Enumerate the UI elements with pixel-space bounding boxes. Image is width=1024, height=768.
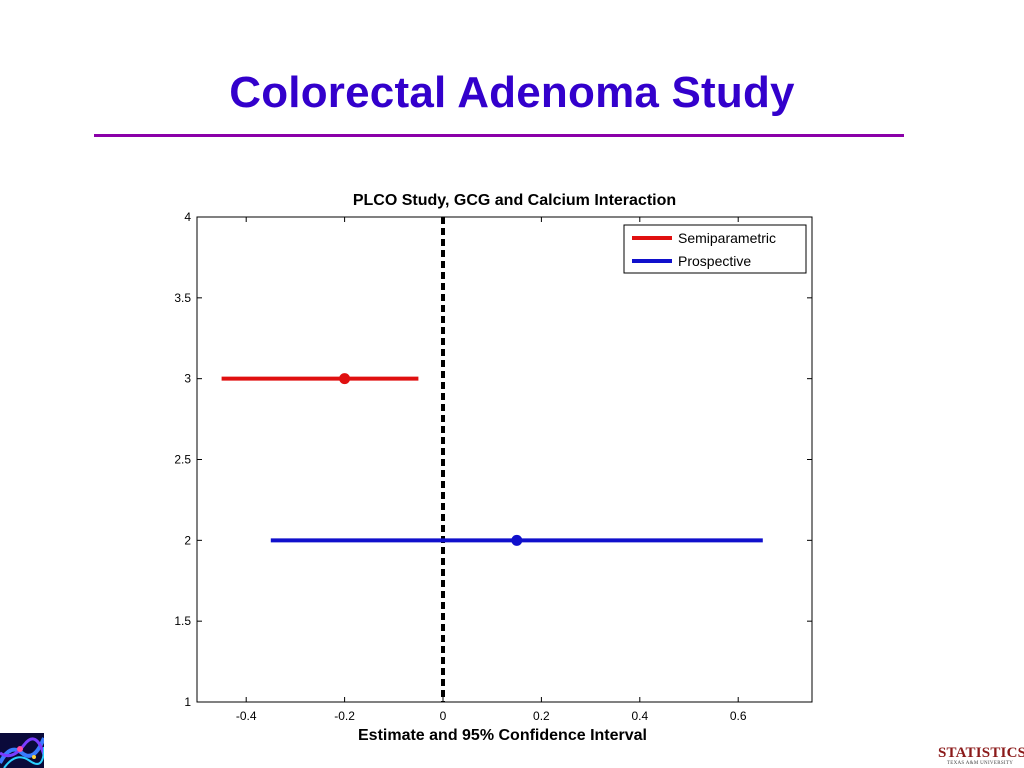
y-tick-label: 4 (184, 210, 191, 224)
x-axis-label: Estimate and 95% Confidence Interval (358, 727, 647, 744)
y-tick-label: 3 (184, 372, 191, 386)
y-tick-label: 1.5 (174, 614, 191, 628)
estimate-point-prospective (511, 534, 523, 546)
chart-title: PLCO Study, GCG and Calcium Interaction (353, 192, 676, 209)
estimate-point-semiparametric (339, 373, 351, 385)
x-tick-label: -0.2 (334, 709, 355, 723)
x-tick-label: 0.6 (730, 709, 747, 723)
y-tick-label: 2 (184, 533, 191, 547)
x-tick-label: 0.4 (631, 709, 648, 723)
brand-subtext: TEXAS A&M UNIVERSITY (946, 761, 1014, 766)
x-tick-label: -0.4 (236, 709, 257, 723)
y-tick-label: 3.5 (174, 291, 191, 305)
y-tick-label: 1 (184, 695, 191, 709)
legend-box (623, 224, 807, 274)
title-divider (94, 134, 904, 137)
slide-title: Colorectal Adenoma Study (229, 68, 795, 117)
x-tick-label: 0 (440, 709, 447, 723)
statistics-logo: STATISTICS TEXAS A&M UNIVERSITY (938, 745, 1024, 768)
brand-text: STATISTICS (938, 745, 1024, 761)
y-tick-label: 2.5 (174, 453, 191, 467)
plot-frame (196, 216, 813, 703)
legend-label-prospective: Prospective (678, 253, 751, 269)
x-tick-label: 0.2 (533, 709, 550, 723)
corner-logo-icon (0, 733, 44, 768)
legend-label-semiparametric: Semiparametric (678, 230, 776, 246)
